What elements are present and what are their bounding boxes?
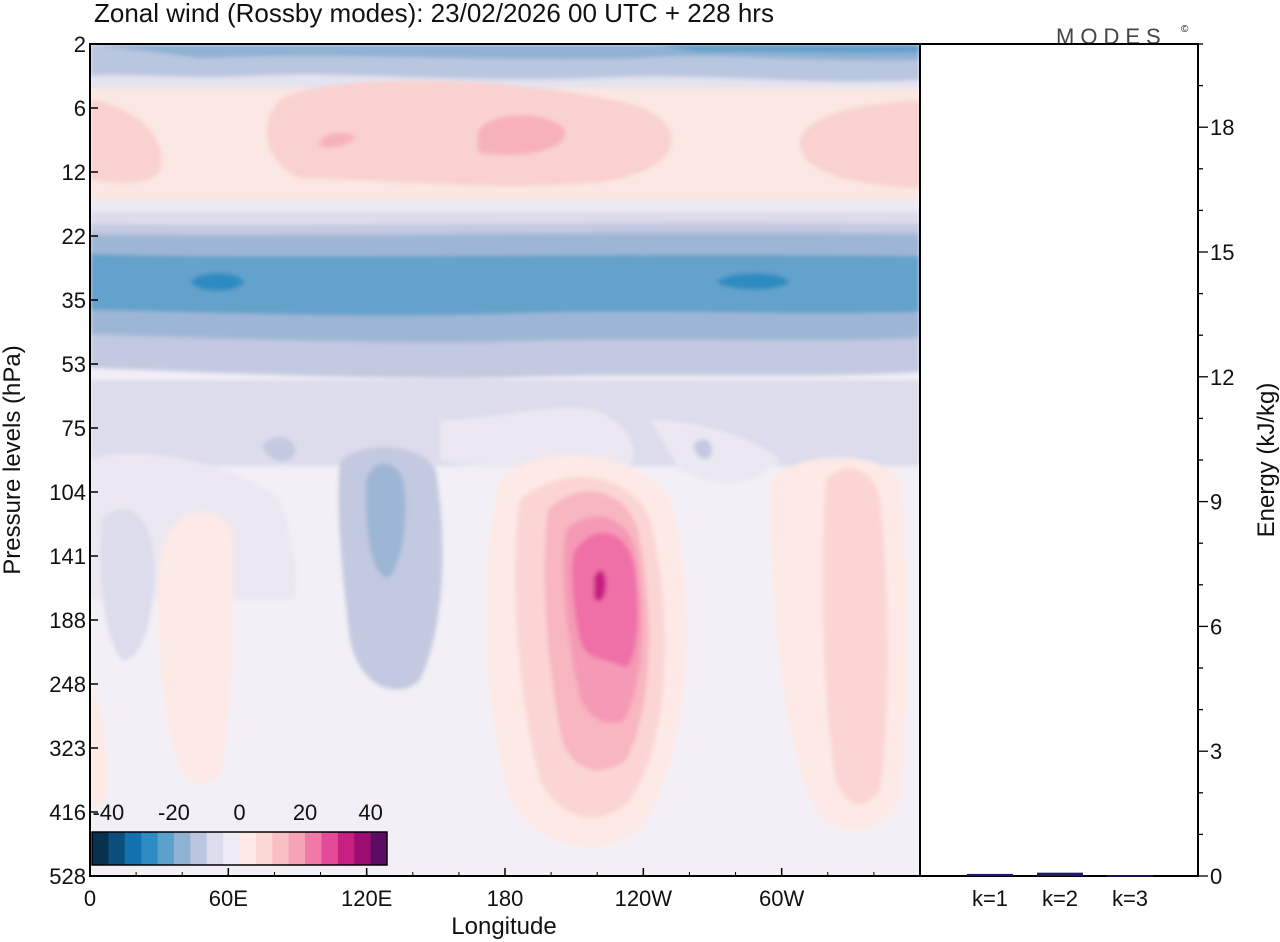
x-tick-label: 120W [615,886,673,911]
colorbar-swatch [92,832,109,865]
energy-x-axis: k=1 k=2 k=3 [972,886,1148,911]
y-tick-label: 248 [49,672,86,697]
y-tick-label: 528 [49,864,86,889]
y-tick-label: 6 [74,96,86,121]
colorbar-swatch [108,832,126,865]
colorbar-swatch [321,832,339,865]
tropo-negative-west [100,509,155,661]
negative-core-east [716,273,790,290]
colorbar-swatch [223,832,240,865]
energy-x-tick-label: k=1 [972,886,1008,911]
colorbar-tick-label: 40 [358,800,382,825]
y-tick-label: 2 [74,32,86,57]
energy-bar [967,873,1013,876]
x-axis: 0 60E 120E 180 120W 60W [84,868,921,911]
positive-lobe-center [266,80,672,186]
positive-lobe-east [799,100,920,188]
colorbar-swatch [354,832,372,865]
energy-panel: k=1 k=2 k=3 0 3 6 9 12 15 18 Energy (kJ/kg) [919,43,1280,911]
x-tick-label: 180 [487,886,524,911]
colorbar-ticks: -40 -20 0 20 40 [92,800,382,825]
colorbar-swatch [370,832,388,865]
y-tick-label: 12 [62,160,86,185]
energy-y-tick-label: 9 [1210,490,1222,515]
energy-y-tick-label: 18 [1210,115,1234,140]
negative-band-inner [90,254,920,316]
colorbar-swatch [272,832,290,865]
jet-core [594,570,606,602]
y-tick-label: 53 [62,352,86,377]
energy-x-tick-label: k=2 [1042,886,1078,911]
energy-y-axis: 0 3 6 9 12 15 18 [1198,43,1234,889]
colorbar-swatch [190,832,208,865]
logo-mark: © [1181,24,1189,35]
colorbar-swatch [239,832,257,865]
energy-y-tick-label: 3 [1210,739,1222,764]
x-axis-label: Longitude [451,913,556,940]
colorbar-frame [91,831,388,866]
positive-lobe-west [90,100,162,183]
contour-field [90,44,920,876]
colorbar-tick-label: 0 [233,800,245,825]
energy-y-tick-label: 15 [1210,240,1234,265]
positive-edge-west [90,690,107,810]
jet-level-5 [572,532,638,668]
energy-y-tick-label: 6 [1210,614,1222,639]
colorbar-swatch [173,832,191,865]
colorbar-swatch [305,832,322,865]
colorbar-swatch [124,832,142,865]
y-axis-label: Pressure levels (hPa) [0,345,26,574]
small-negative-a [262,437,296,462]
positive-max-upper [478,115,566,155]
tropo-negative-core [365,463,406,578]
colorbar-swatch [157,832,175,865]
x-tick-label: 60E [209,886,248,911]
contour-plot: 0 60E 120E 180 120W 60W 2 6 12 22 35 53 75 104 141 188… [0,32,921,940]
tropo-pale-east [650,420,780,484]
y-tick-label: 35 [62,288,86,313]
energy-bars [967,872,1153,877]
tropo-positive-west [157,511,234,784]
colorbar-swatch [255,832,273,865]
energy-bar [1037,872,1083,876]
colorbar-swatch [206,832,224,865]
y-tick-label: 104 [49,480,86,505]
positive-max-small [320,133,356,148]
y-tick-label: 75 [62,416,86,441]
energy-bar [1107,875,1153,877]
tropo-positive-east-inner [822,468,888,805]
tropo-pale-mid [440,408,634,472]
colorbar-swatch [337,832,355,865]
y-tick-label: 416 [49,800,86,825]
energy-y-tick-label: 12 [1210,365,1234,390]
x-tick-label: 120E [341,886,392,911]
y-tick-label: 323 [49,736,86,761]
negative-core-west [190,273,245,291]
energy-axis-label: Energy (kJ/kg) [1253,383,1280,538]
band-top-core [650,44,920,53]
chart-title: Zonal wind (Rossby modes): 23/02/2026 00… [94,0,774,28]
x-tick-label: 60W [759,886,804,911]
colorbar-tick-label: -40 [92,800,124,825]
colorbar-tick-label: 20 [293,800,317,825]
energy-x-tick-label: k=3 [1112,886,1148,911]
energy-frame [919,43,1199,877]
colorbar: -40 -20 0 20 40 [91,800,388,866]
y-tick-label: 22 [62,224,86,249]
y-tick-label: 188 [49,608,86,633]
y-axis: 2 6 12 22 35 53 75 104 141 188 248 323 416 528 [49,32,98,889]
colorbar-swatch [288,832,306,865]
colorbar-swatches [91,831,388,866]
energy-y-tick-label: 0 [1210,864,1222,889]
small-negative-b [694,439,713,459]
colorbar-swatch [141,832,159,865]
colorbar-tick-label: -20 [158,800,190,825]
transition-2 [90,212,920,226]
x-tick-label: 0 [84,886,96,911]
y-tick-label: 141 [49,544,86,569]
